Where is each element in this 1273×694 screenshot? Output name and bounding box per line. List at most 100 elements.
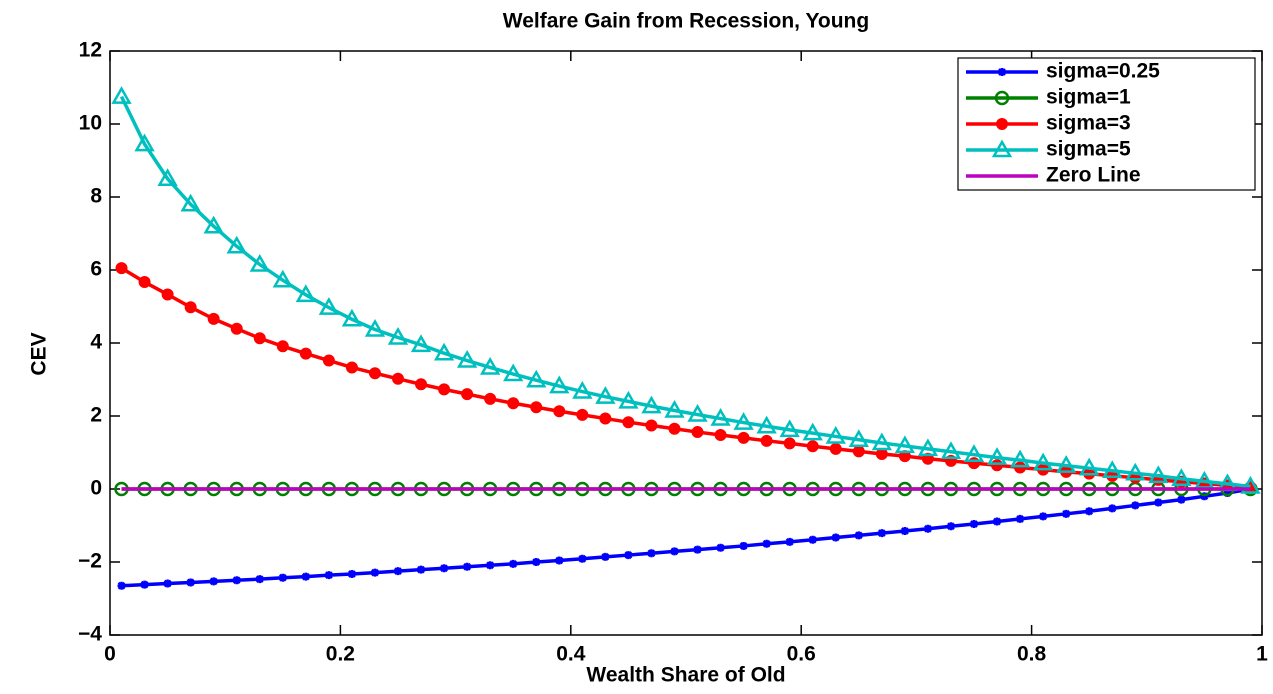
marker	[940, 441, 962, 460]
x-tick-label: 0	[104, 643, 116, 666]
marker	[295, 284, 316, 303]
marker	[322, 354, 335, 367]
legend-label: sigma=3	[1046, 112, 1131, 135]
marker	[871, 432, 892, 451]
marker	[645, 419, 658, 432]
marker	[946, 522, 955, 531]
marker	[1223, 489, 1232, 498]
marker	[1154, 498, 1163, 507]
marker	[1085, 507, 1094, 516]
marker	[368, 367, 381, 380]
marker	[463, 562, 472, 571]
legend-label: sigma=0.25	[1046, 60, 1160, 83]
marker	[618, 390, 639, 409]
marker	[549, 375, 570, 394]
marker	[970, 520, 978, 529]
marker	[647, 549, 656, 558]
marker	[364, 318, 386, 337]
marker	[392, 372, 404, 385]
y-axis-label: CEV	[28, 332, 51, 375]
legend-label: Zero Line	[1046, 164, 1141, 187]
y-tick-label: 12	[79, 39, 102, 62]
marker	[555, 556, 564, 565]
marker	[968, 457, 980, 470]
marker	[1039, 512, 1048, 521]
marker	[756, 415, 777, 434]
marker	[917, 438, 939, 457]
marker	[993, 517, 1002, 526]
marker	[318, 297, 340, 315]
marker	[387, 327, 409, 345]
marker	[438, 383, 451, 396]
marker	[802, 422, 823, 441]
marker	[255, 575, 264, 584]
marker	[553, 405, 566, 418]
marker	[345, 361, 358, 374]
marker	[157, 168, 178, 186]
series-line	[120, 266, 1251, 489]
y-tick-label: 4	[90, 331, 102, 354]
marker	[278, 573, 287, 582]
marker	[714, 428, 727, 441]
marker	[1032, 452, 1054, 471]
marker	[783, 437, 796, 450]
marker	[785, 537, 794, 546]
x-tick-label: 0.8	[1017, 643, 1047, 666]
marker	[324, 571, 333, 580]
series	[111, 86, 1261, 494]
marker	[737, 431, 750, 444]
marker	[806, 440, 819, 453]
marker	[825, 425, 846, 444]
marker	[347, 570, 356, 579]
marker	[691, 426, 704, 439]
marker	[456, 350, 478, 368]
marker	[226, 235, 247, 254]
marker	[894, 435, 916, 454]
marker	[301, 572, 310, 581]
marker	[484, 392, 497, 405]
marker	[186, 578, 195, 587]
y-tick-label: 6	[90, 258, 102, 281]
y-tick-label: 0	[90, 477, 102, 500]
marker	[1148, 465, 1169, 484]
marker	[599, 412, 612, 425]
marker	[115, 262, 128, 275]
marker	[1009, 449, 1031, 468]
x-tick-label: 1	[1256, 643, 1268, 666]
marker	[601, 552, 610, 561]
marker	[1171, 468, 1192, 487]
marker	[595, 386, 616, 404]
marker	[532, 558, 541, 566]
marker	[299, 347, 312, 360]
marker	[370, 568, 379, 577]
marker	[140, 580, 149, 589]
marker	[693, 545, 702, 554]
marker	[854, 531, 863, 540]
marker	[900, 526, 909, 535]
marker	[848, 429, 869, 447]
marker	[1240, 475, 1261, 494]
marker	[670, 547, 679, 556]
marker	[117, 581, 126, 590]
series	[115, 262, 1257, 494]
y-tick-label: −2	[78, 550, 102, 573]
marker	[1062, 509, 1071, 518]
chart-title: Welfare Gain from Recession, Young	[503, 10, 869, 33]
marker	[134, 133, 155, 152]
marker	[831, 533, 840, 542]
marker	[716, 543, 725, 552]
marker	[1102, 460, 1123, 478]
marker	[203, 215, 224, 234]
marker	[530, 401, 543, 414]
marker	[163, 579, 172, 588]
marker	[762, 539, 771, 548]
marker	[253, 332, 266, 345]
marker	[852, 445, 865, 458]
legend-marker	[998, 68, 1006, 76]
marker	[664, 400, 685, 418]
marker	[1125, 462, 1146, 481]
legend-label: sigma=1	[1046, 86, 1131, 109]
marker	[739, 541, 748, 550]
marker	[111, 86, 132, 104]
